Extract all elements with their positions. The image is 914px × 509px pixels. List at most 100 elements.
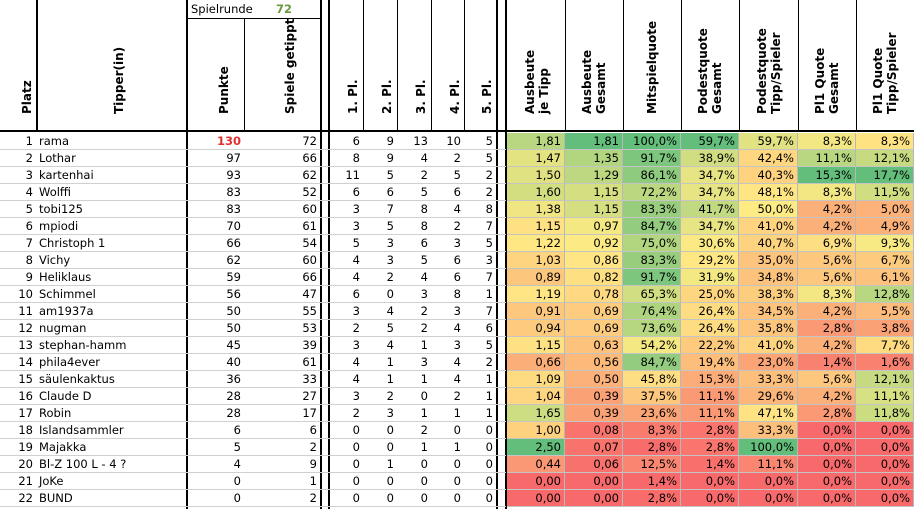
place4-cell: 4 xyxy=(453,355,461,369)
pl1-tipp-cell: 0,0% xyxy=(856,439,914,456)
mitspielquote-cell: 1,4% xyxy=(623,473,681,490)
place4-cell: 8 xyxy=(453,287,461,301)
pl1-tipp-cell: 12,1% xyxy=(856,150,914,167)
place2-cell: 7 xyxy=(386,202,394,216)
mitspielquote-cell: 84,7% xyxy=(623,354,681,371)
tipper-name: rama xyxy=(39,134,70,148)
place2-cell: 0 xyxy=(386,491,394,505)
pl1-tipp-cell: 8,3% xyxy=(856,133,914,150)
spiele-cell: 9 xyxy=(309,457,317,471)
divider-before-stats xyxy=(505,0,507,509)
place3-cell: 4 xyxy=(420,270,428,284)
mitspielquote-cell: 86,1% xyxy=(623,167,681,184)
row-gridline xyxy=(0,268,506,269)
ausbeute-tipp-cell: 0,89 xyxy=(507,269,565,286)
mitspielquote-cell: 37,5% xyxy=(623,388,681,405)
ausbeute-gesamt-cell: 0,78 xyxy=(565,286,623,303)
punkte-cell: 45 xyxy=(226,338,241,352)
divider-after-name xyxy=(186,0,188,509)
ausbeute-gesamt-cell: 0,69 xyxy=(565,303,623,320)
podest-gesamt-cell: 29,2% xyxy=(681,252,739,269)
punkte-cell: 70 xyxy=(226,219,241,233)
col-header-p4: 4. Pl. xyxy=(447,79,462,114)
pl1-tipp-cell: 0,0% xyxy=(856,490,914,507)
pl1-tipp-cell: 12,8% xyxy=(856,286,914,303)
spiele-cell: 47 xyxy=(302,287,317,301)
podest-tipp-cell: 23,0% xyxy=(739,354,798,371)
col-header-pl1-gesamt: Pl1 Quote Gesamt xyxy=(813,47,841,114)
ausbeute-tipp-cell: 0,91 xyxy=(507,303,565,320)
ausbeute-tipp-cell: 1,15 xyxy=(507,218,565,235)
place1-cell: 0 xyxy=(352,474,360,488)
divider-s3 xyxy=(681,0,682,130)
place5-cell: 5 xyxy=(485,134,493,148)
ausbeute-gesamt-cell: 0,86 xyxy=(565,252,623,269)
place5-cell: 5 xyxy=(485,338,493,352)
row-gridline xyxy=(0,404,506,405)
podest-gesamt-cell: 1,4% xyxy=(681,456,739,473)
pl1-tipp-cell: 0,0% xyxy=(856,422,914,439)
podest-tipp-cell: 0,0% xyxy=(739,490,798,507)
divider-s4 xyxy=(739,0,740,130)
place4-cell: 0 xyxy=(453,457,461,471)
place5-cell: 5 xyxy=(485,236,493,250)
platz-cell: 19 xyxy=(18,440,33,454)
tipper-name: Bl-Z 100 L - 4 ? xyxy=(39,457,127,471)
place1-cell: 4 xyxy=(352,372,360,386)
ausbeute-gesamt-cell: 0,07 xyxy=(565,439,623,456)
punkte-cell: 66 xyxy=(226,236,241,250)
place1-cell: 4 xyxy=(352,355,360,369)
pl1-gesamt-cell: 0,0% xyxy=(798,473,856,490)
podest-gesamt-cell: 2,8% xyxy=(681,439,739,456)
punkte-cell: 40 xyxy=(226,355,241,369)
place4-cell: 2 xyxy=(453,151,461,165)
pl1-gesamt-cell: 5,6% xyxy=(798,252,856,269)
podest-gesamt-cell: 30,6% xyxy=(681,235,739,252)
place2-cell: 3 xyxy=(386,406,394,420)
place3-cell: 1 xyxy=(420,440,428,454)
ausbeute-tipp-cell: 1,60 xyxy=(507,184,565,201)
divider-p2 xyxy=(397,0,398,130)
pl1-tipp-cell: 11,1% xyxy=(856,388,914,405)
divider-s1 xyxy=(565,0,566,130)
divider-p1 xyxy=(363,0,364,130)
platz-cell: 2 xyxy=(25,151,33,165)
row-gridline xyxy=(0,336,506,337)
podest-gesamt-cell: 34,7% xyxy=(681,167,739,184)
pl1-tipp-cell: 6,1% xyxy=(856,269,914,286)
place1-cell: 2 xyxy=(352,321,360,335)
place4-cell: 6 xyxy=(453,185,461,199)
spiele-cell: 27 xyxy=(302,389,317,403)
tipper-name: Vichy xyxy=(39,253,71,267)
place2-cell: 4 xyxy=(386,338,394,352)
place4-cell: 0 xyxy=(453,423,461,437)
place1-cell: 3 xyxy=(352,389,360,403)
tipper-name: Robin xyxy=(39,406,72,420)
spiele-cell: 61 xyxy=(302,219,317,233)
platz-cell: 7 xyxy=(25,236,33,250)
punkte-cell: 97 xyxy=(226,151,241,165)
pl1-tipp-cell: 17,7% xyxy=(856,167,914,184)
place4-cell: 10 xyxy=(446,134,461,148)
place5-cell: 7 xyxy=(485,219,493,233)
spiele-cell: 62 xyxy=(302,168,317,182)
punkte-cell: 59 xyxy=(226,270,241,284)
podest-tipp-cell: 35,8% xyxy=(739,320,798,337)
col-header-pl1-tipp-spieler: Pl1 Quote Tipp/Spieler xyxy=(871,32,899,114)
tipper-name: JoKe xyxy=(39,474,64,488)
mitspielquote-cell: 76,4% xyxy=(623,303,681,320)
place1-cell: 3 xyxy=(352,219,360,233)
pl1-gesamt-cell: 4,2% xyxy=(798,337,856,354)
row-gridline xyxy=(0,421,506,422)
mitspielquote-cell: 72,2% xyxy=(623,184,681,201)
mitspielquote-cell: 23,6% xyxy=(623,405,681,422)
platz-cell: 8 xyxy=(25,253,33,267)
col-header-p5: 5. Pl. xyxy=(480,79,494,114)
place3-cell: 0 xyxy=(420,474,428,488)
mitspielquote-cell: 83,3% xyxy=(623,252,681,269)
ausbeute-gesamt-cell: 0,56 xyxy=(565,354,623,371)
row-gridline xyxy=(0,472,506,473)
mitspielquote-cell: 8,3% xyxy=(623,422,681,439)
spiele-cell: 54 xyxy=(302,236,317,250)
place2-cell: 5 xyxy=(386,321,394,335)
